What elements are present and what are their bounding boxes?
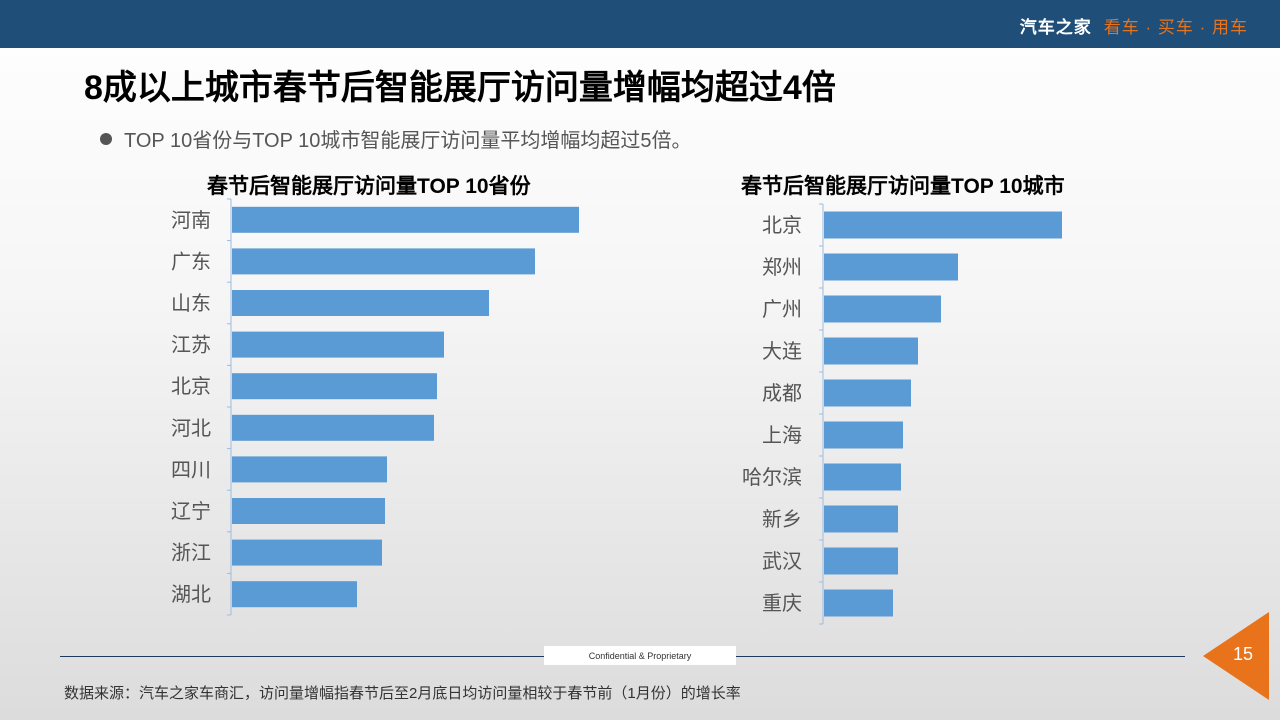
bar [824,379,911,407]
category-label: 广州 [762,297,802,321]
bar [232,206,579,233]
category-label: 江苏 [171,333,211,357]
bar [824,337,918,365]
category-label: 湖北 [171,582,211,606]
bar [824,589,893,617]
category-label: 北京 [762,213,802,237]
bar [824,421,903,449]
category-label: 哈尔滨 [742,465,802,489]
category-label: 广东 [171,249,211,273]
bar [824,295,941,323]
bar [232,248,535,275]
brand-slogan: 看车 · 买车 · 用车 [1103,18,1248,37]
bar [824,463,901,491]
category-label: 河北 [171,416,211,440]
bar [232,456,387,483]
page-number-badge [1203,612,1269,700]
category-label: 成都 [762,381,802,405]
source-note: 数据来源：汽车之家车商汇，访问量增幅指春节后至2月底日均访问量相较于春节前（1月… [64,685,741,702]
bar [232,539,382,566]
bar [824,211,1062,239]
page-number: 15 [1233,644,1254,664]
category-label: 四川 [171,457,211,481]
bar [824,253,958,281]
bar [232,373,437,400]
bar [232,498,385,524]
category-label: 山东 [171,291,211,315]
brand-logo: 汽车之家 看车 · 买车 · 用车 [1020,13,1248,38]
category-label: 郑州 [762,255,802,279]
category-label: 北京 [171,374,211,398]
bullet-text: TOP 10省份与TOP 10城市智能展厅访问量平均增幅均超过5倍。 [124,130,692,152]
category-label: 重庆 [762,591,802,615]
bar [232,331,444,358]
category-label: 河南 [171,208,211,232]
category-label: 大连 [762,339,802,363]
bar [824,547,898,575]
bar [232,581,357,608]
category-label: 武汉 [762,549,802,573]
brand-name: 汽车之家 [1019,18,1092,37]
bar [232,290,489,316]
bar [232,414,434,441]
bullet-icon [100,133,112,145]
bar [824,505,898,533]
category-label: 辽宁 [171,499,211,523]
page-title: 8成以上城市春节后智能展厅访问量增幅均超过4倍 [84,69,836,107]
header-bar: 汽车之家 看车 · 买车 · 用车 [0,0,1280,48]
category-label: 上海 [762,423,802,447]
bullet-point: TOP 10省份与TOP 10城市智能展厅访问量平均增幅均超过5倍。 [100,124,692,153]
category-label: 新乡 [762,507,802,531]
confidential-label: Confidential & Proprietary [544,646,736,665]
category-label: 浙江 [171,541,211,565]
chart-title-cities: 春节后智能展厅访问量TOP 10城市 [741,175,1065,198]
chart-title-provinces: 春节后智能展厅访问量TOP 10省份 [207,175,531,198]
